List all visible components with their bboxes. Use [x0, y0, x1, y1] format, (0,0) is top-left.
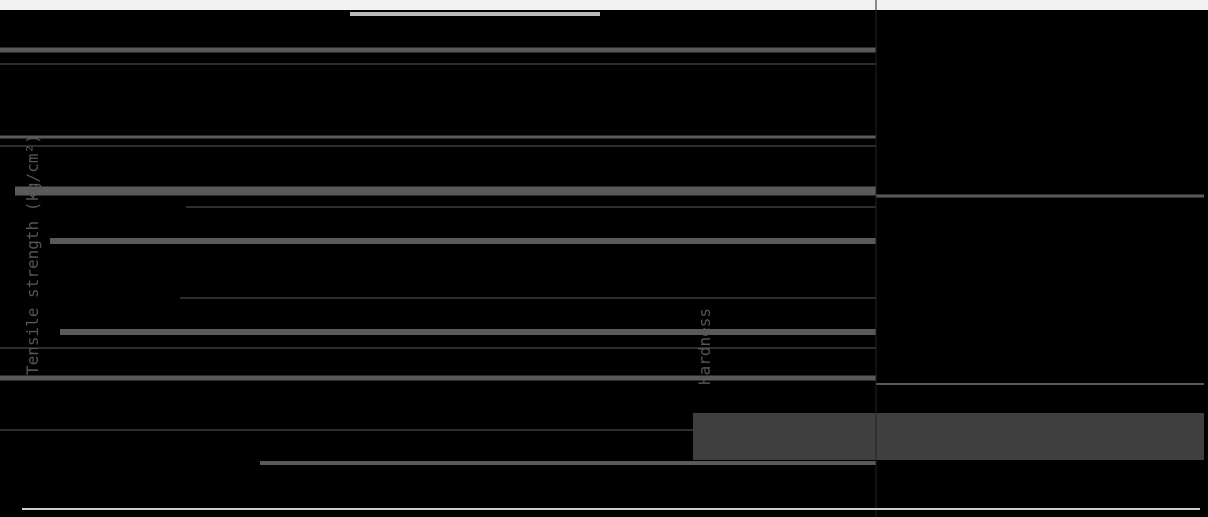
right-axis-label: Hardness: [695, 308, 714, 385]
left-axis-label: Tensile strength (kg/cm²): [23, 134, 42, 375]
top-strip: [0, 0, 1208, 10]
stripes: [0, 47, 1204, 465]
gray-block: [693, 413, 1204, 460]
top-bar: [350, 12, 600, 16]
